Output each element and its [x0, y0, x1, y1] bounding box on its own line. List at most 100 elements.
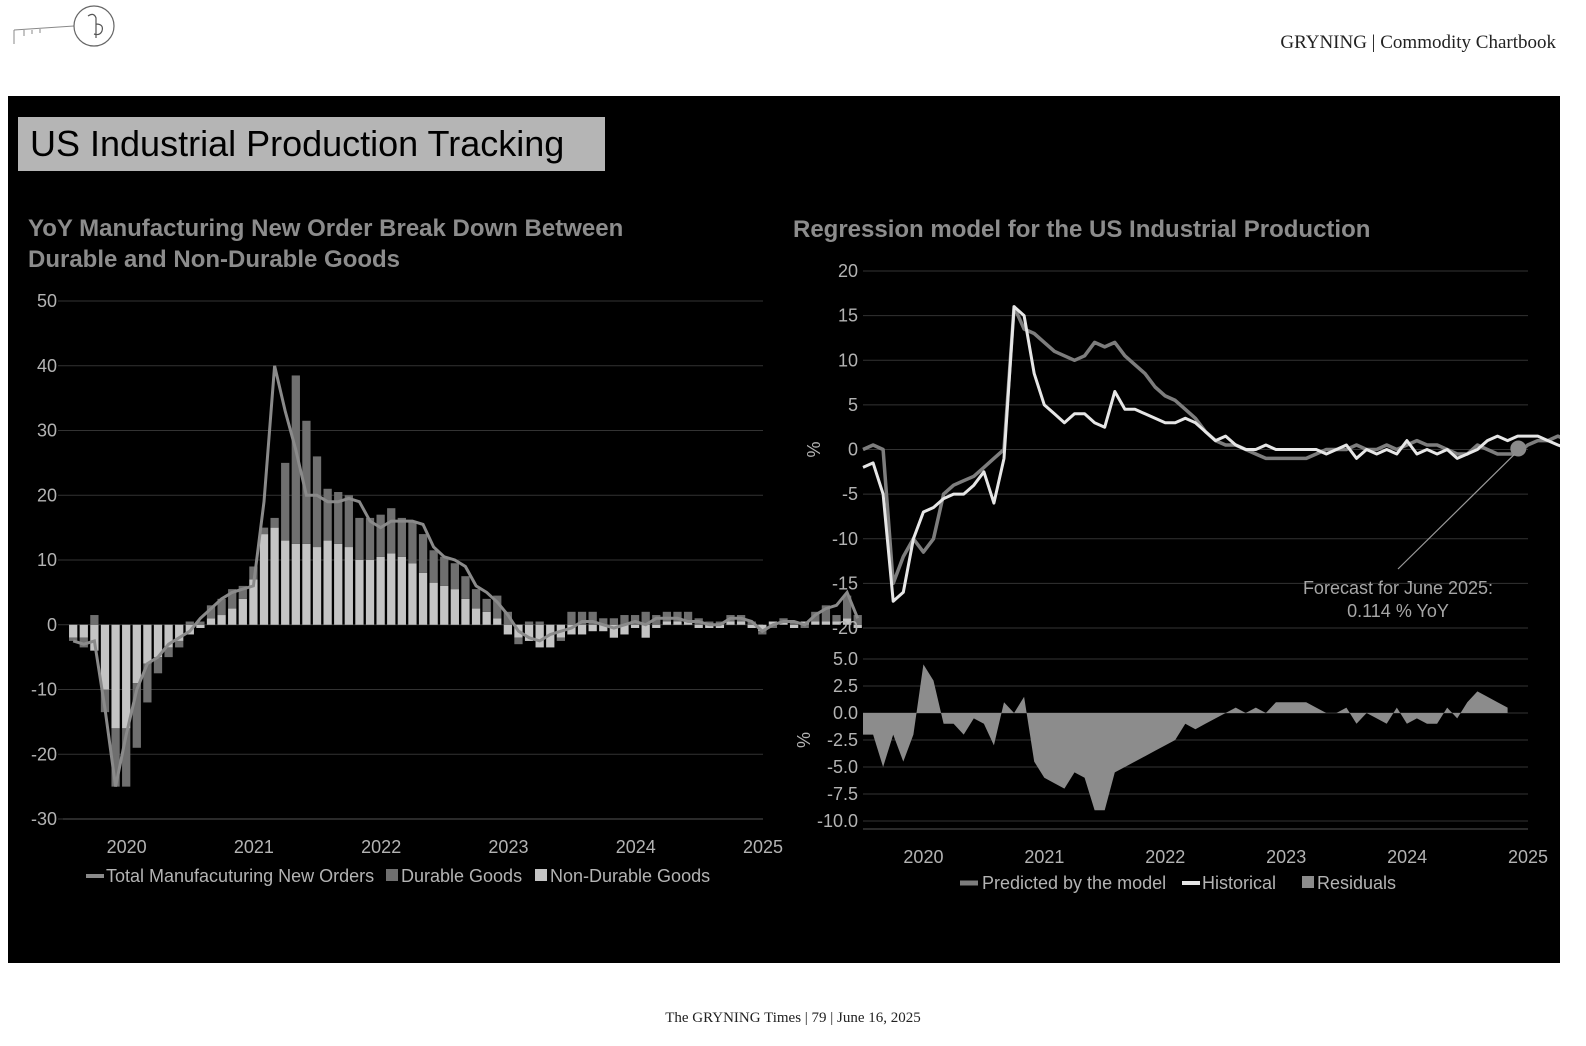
non-durable-bar: [312, 547, 322, 625]
non-durable-bar: [842, 618, 852, 625]
left-x-tick-label: 2023: [488, 837, 528, 857]
non-durable-bar: [641, 624, 650, 638]
non-durable-bar: [365, 560, 375, 625]
non-durable-bar: [270, 527, 279, 625]
durable-bar: [259, 527, 269, 535]
durable-bar: [440, 556, 449, 586]
residual-y-tick-label: 5.0: [833, 649, 858, 669]
forecast-annotation-line-1: Forecast for June 2025:: [1303, 578, 1493, 598]
left-x-tick-label: 2025: [743, 837, 783, 857]
non-durable-bar: [620, 624, 629, 635]
legend-non-durable-swatch: [535, 869, 547, 881]
durable-bar: [842, 595, 852, 619]
durable-bar: [185, 621, 194, 625]
left-chart-title-line-1: YoY Manufacturing New Order Break Down B…: [28, 215, 624, 242]
non-durable-bar: [630, 624, 640, 628]
durable-bar: [503, 611, 512, 625]
residual-y-tick-label: 0.0: [833, 703, 858, 723]
non-durable-bar: [779, 621, 788, 625]
predicted-line: [862, 304, 1560, 586]
right-x-tick-label: 2022: [1145, 847, 1185, 867]
non-durable-bar: [249, 579, 258, 625]
non-durable-bar: [111, 624, 120, 729]
legend-residuals-label: Residuals: [1317, 873, 1396, 893]
non-durable-bar: [355, 560, 364, 625]
durable-bar: [588, 611, 597, 625]
non-durable-bar: [281, 540, 290, 625]
non-durable-bar: [482, 611, 491, 625]
durable-bar: [482, 598, 491, 612]
durable-bar: [376, 514, 385, 557]
durable-bar: [779, 618, 788, 622]
non-durable-bar: [577, 624, 587, 635]
durable-bar: [853, 615, 862, 625]
non-durable-bar: [217, 615, 226, 625]
left-y-tick-label: 10: [37, 550, 57, 570]
non-durable-bar: [726, 621, 735, 625]
durable-bar: [673, 611, 682, 622]
durable-bar: [206, 605, 216, 619]
non-durable-bar: [196, 624, 205, 628]
durable-bar: [122, 728, 131, 787]
legend-durable-swatch: [386, 869, 398, 881]
residuals-area: [863, 664, 1508, 811]
non-durable-bar: [768, 621, 778, 625]
durable-bar: [69, 637, 78, 641]
durable-bar: [323, 488, 332, 541]
residual-y-tick-label: -7.5: [827, 784, 858, 804]
left-y-tick-label: 30: [37, 421, 57, 441]
non-durable-bar: [302, 543, 311, 625]
right-y-tick-label: 5: [848, 395, 858, 415]
legend-durable-label: Durable Goods: [401, 866, 522, 886]
non-durable-bar: [397, 556, 406, 625]
non-durable-bar: [662, 621, 672, 625]
forecast-annotation-line-2: 0.114 % YoY: [1347, 601, 1449, 621]
non-durable-bar: [79, 624, 88, 638]
residual-y-tick-label: -10.0: [817, 811, 858, 831]
total-orders-line: [72, 365, 860, 787]
durable-bar: [111, 728, 120, 787]
durable-bar: [90, 615, 99, 625]
non-durable-bar: [153, 624, 163, 658]
right-y-tick-label: -15: [832, 573, 858, 593]
left-y-tick-label: -30: [31, 809, 57, 829]
non-durable-bar: [228, 608, 237, 625]
non-durable-bar: [90, 624, 99, 651]
durable-bar: [79, 637, 88, 648]
durable-bar: [175, 640, 184, 648]
right-y-tick-label: 10: [838, 350, 858, 370]
non-durable-bar: [535, 624, 544, 648]
non-durable-bar: [175, 624, 184, 641]
right-y-tick-label: -20: [832, 618, 858, 638]
brand-logo: [12, 4, 122, 50]
non-durable-bar: [683, 621, 693, 625]
non-durable-bar: [344, 547, 353, 625]
durable-bar: [556, 637, 566, 641]
non-durable-bar: [471, 608, 481, 625]
non-durable-bar: [853, 624, 862, 628]
forecast-marker: [1510, 440, 1527, 457]
durable-bar: [620, 615, 629, 625]
durable-bar: [493, 595, 502, 619]
durable-bar: [577, 611, 587, 625]
non-durable-bar: [503, 624, 512, 635]
chart-panel: US Industrial Production Tracking YoY Ma…: [8, 96, 1560, 963]
right-y-tick-label: 15: [838, 306, 858, 326]
durable-bar: [821, 605, 831, 622]
right-x-tick-label: 2021: [1024, 847, 1064, 867]
legend-non-durable-label: Non-Durable Goods: [550, 866, 710, 886]
durable-bar: [683, 611, 693, 622]
durable-bar: [143, 663, 152, 703]
non-durable-bar: [736, 621, 746, 625]
page-title: US Industrial Production Tracking: [18, 117, 605, 171]
residual-y-tick-label: -5.0: [827, 757, 858, 777]
residual-y-tick-label: -2.5: [827, 730, 858, 750]
non-durable-bar: [418, 572, 428, 625]
non-durable-bar: [450, 589, 459, 625]
durable-bar: [281, 462, 290, 541]
durable-bar: [132, 683, 141, 748]
non-durable-bar: [206, 618, 216, 625]
durable-bar: [228, 589, 237, 609]
durable-bar: [270, 517, 279, 528]
durable-bar: [164, 647, 173, 658]
